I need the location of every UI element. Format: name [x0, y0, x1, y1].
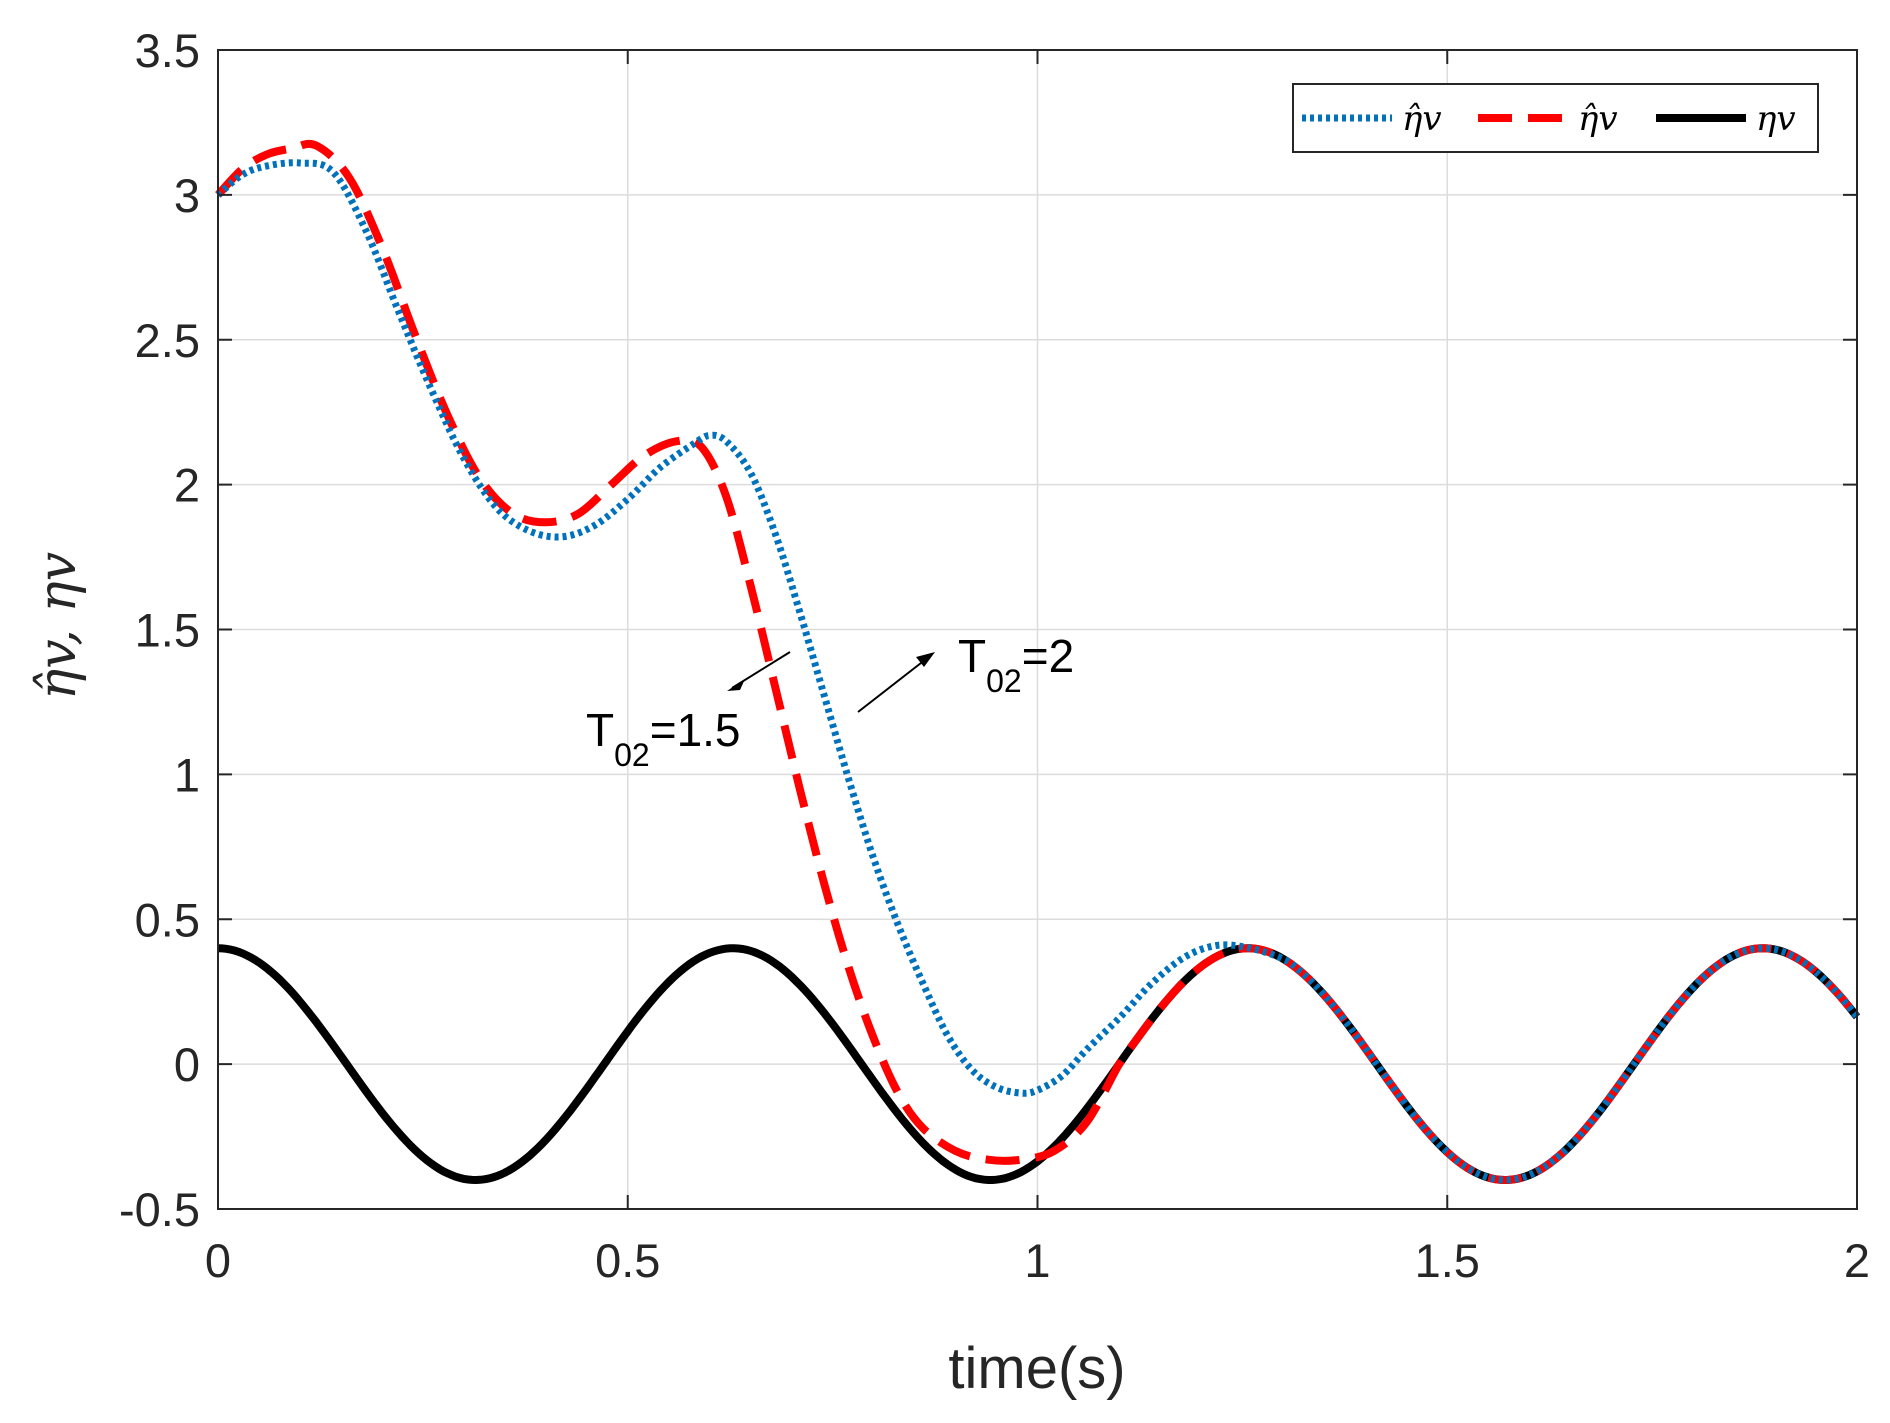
annotation-arrowhead-t02-2 — [916, 652, 935, 667]
x-axis-title: time(s) — [948, 1336, 1125, 1401]
annotation-text-t02-1-5-main: T — [586, 704, 614, 756]
x-tick-label: 2 — [1844, 1234, 1870, 1287]
x-ticks: 0 0.5 1 1.5 2 — [205, 50, 1870, 1287]
y-tick-label: 2 — [174, 459, 200, 512]
annotation-arrowhead-t02-1-5 — [727, 679, 745, 691]
annotation-t02-1-5: T02=1.5 — [586, 651, 791, 773]
legend: η̂v η̂v ηv — [1292, 83, 1819, 153]
annotation-text-t02-1-5: T02=1.5 — [586, 704, 741, 773]
y-tick-label: 1 — [174, 748, 200, 801]
y-tick-label: -0.5 — [119, 1183, 200, 1236]
series-layer — [215, 139, 1861, 1185]
x-tick-label: 1 — [1024, 1234, 1050, 1287]
y-tick-label: 3.5 — [135, 24, 200, 77]
legend-label-black: ηv — [1756, 99, 1796, 139]
y-tick-label: 1.5 — [135, 604, 200, 657]
y-ticks: -0.5 0 0.5 1 1.5 2 2.5 3 3.5 — [119, 24, 1857, 1236]
annotation-text-t02-1-5-sub: 02 — [614, 737, 650, 773]
annotation-t02-2: T02=2 — [857, 630, 1074, 713]
x-tick-label: 0.5 — [595, 1234, 660, 1287]
x-tick-label: 0 — [205, 1234, 231, 1287]
annotation-text-t02-2-sub: 02 — [986, 663, 1022, 699]
y-tick-label: 3 — [174, 169, 200, 222]
annotation-text-t02-2-tail: =2 — [1022, 630, 1074, 682]
annotation-text-t02-2: T02=2 — [958, 630, 1074, 699]
legend-label-blue: η̂v — [1402, 99, 1442, 139]
annotation-arrow-t02-2 — [857, 655, 931, 713]
y-axis-title: η̂v, ηv — [28, 552, 88, 700]
y-tick-label: 2.5 — [135, 314, 200, 367]
y-tick-label: 0.5 — [135, 893, 200, 946]
y-tick-label: 0 — [174, 1038, 200, 1091]
legend-label-red: η̂v — [1578, 99, 1618, 139]
annotation-text-t02-2-main: T — [958, 630, 986, 682]
series-eta-hat-t02-2-line — [215, 159, 1860, 1184]
x-tick-label: 1.5 — [1415, 1234, 1480, 1287]
annotation-text-t02-1-5-tail: =1.5 — [650, 704, 741, 756]
